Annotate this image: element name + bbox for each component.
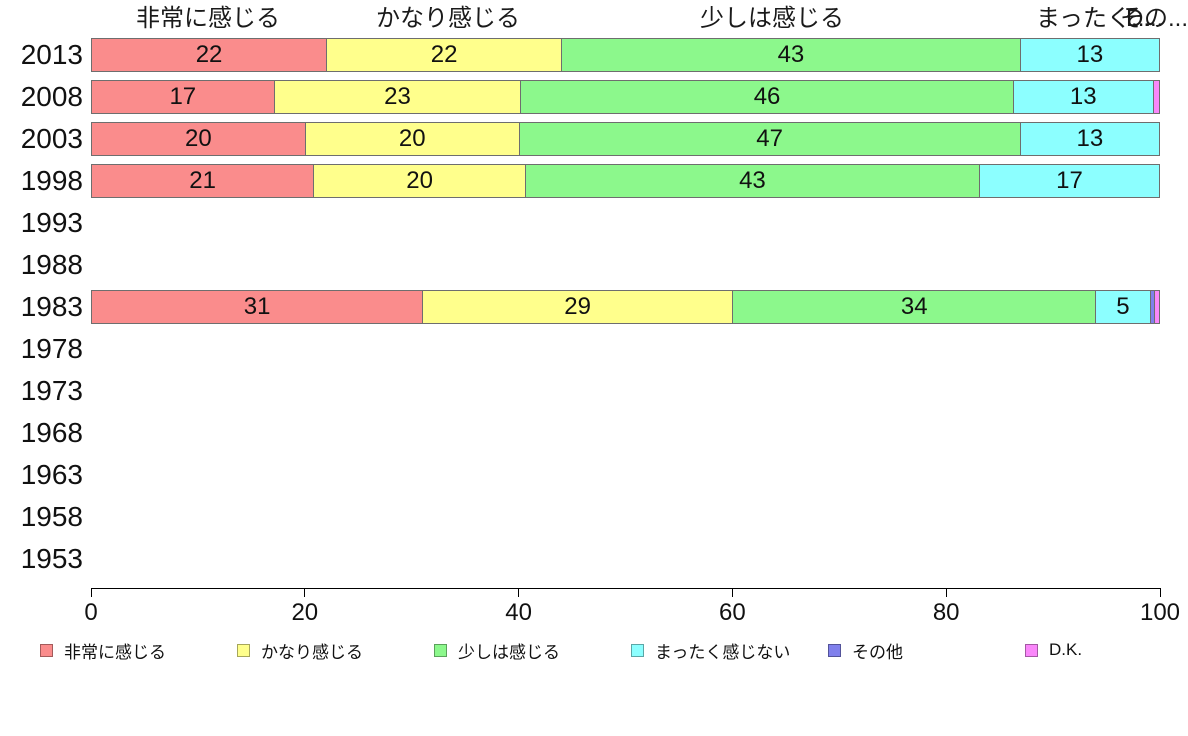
bar-segment[interactable]: [1152, 80, 1161, 114]
year-label: 1998: [20, 165, 83, 196]
legend-item[interactable]: まったく感じない: [631, 638, 828, 663]
bar-row: [91, 412, 1160, 454]
year-axis: 2013 2008 2003 1998 1993 1988 1983 1978 1973 1968…: [0, 34, 83, 580]
legend-item[interactable]: 少しは感じる: [434, 638, 631, 663]
bar-row: [91, 328, 1160, 370]
axis-tick-label: 80: [932, 599, 960, 626]
legend-swatch-icon: [434, 643, 447, 657]
legend-label: まったく感じない: [655, 642, 791, 662]
legend-label: 少しは感じる: [458, 642, 560, 662]
column-header: 非常に感じる: [136, 5, 280, 32]
bar-row: 31 29 34 5: [91, 286, 1161, 328]
stacked-bar: 21 20 43 17: [91, 164, 1160, 198]
bar-segment[interactable]: 13: [1012, 80, 1154, 114]
axis-tick: [518, 588, 520, 597]
bar-segment[interactable]: 22: [326, 38, 563, 72]
bar-row: [91, 454, 1160, 496]
year-label: 1988: [20, 249, 83, 280]
legend-label: 非常に感じる: [64, 642, 166, 662]
axis-tick: [1159, 588, 1161, 597]
bar-segment[interactable]: 29: [422, 290, 734, 324]
x-axis-line: [91, 588, 1161, 589]
bar-row: 20 20 47 13: [91, 118, 1160, 160]
legend-label: かなり感じる: [261, 642, 363, 662]
axis-tick-label: 100: [1139, 599, 1181, 626]
year-label: 1968: [20, 417, 83, 448]
bar-segment[interactable]: 17: [978, 164, 1160, 198]
legend-item[interactable]: その他: [828, 638, 1025, 663]
axis-tick: [945, 588, 947, 597]
stacked-bar: 20 20 47 13: [91, 122, 1160, 156]
legend-swatch-icon: [631, 643, 644, 657]
axis-tick-label: 0: [84, 599, 98, 626]
bar-row: 21 20 43 17: [91, 160, 1160, 202]
bar-segment[interactable]: 22: [91, 38, 328, 72]
bar-segment[interactable]: [1153, 290, 1161, 324]
axis-tick: [304, 588, 306, 597]
bar-segment[interactable]: 20: [91, 122, 306, 156]
legend-swatch-icon: [40, 643, 53, 657]
bar-row: [91, 370, 1160, 412]
stacked-bar: 17 23 46 13: [91, 80, 1161, 114]
bar-segment[interactable]: 13: [1019, 38, 1160, 72]
year-label: 1983: [20, 291, 83, 322]
bar-row: [91, 244, 1160, 286]
x-axis: 0 20 40 60 80 100: [84, 588, 1180, 628]
bar-segment[interactable]: 43: [524, 164, 980, 198]
column-header: 少しは感じる: [700, 5, 844, 32]
year-label: 1963: [20, 459, 83, 490]
year-label: 1993: [20, 207, 83, 238]
stacked-bar: 22 22 43 13: [91, 38, 1160, 72]
plot-area: 22 22 43 13 17 23 46 13 20 20 47 13 21 20 43 17 31 29 34 5: [91, 34, 1161, 580]
bar-segment[interactable]: 31: [91, 290, 424, 324]
bar-row: [91, 538, 1160, 580]
bar-segment[interactable]: 17: [91, 80, 275, 114]
bar-segment[interactable]: 20: [313, 164, 526, 198]
year-label: 1958: [20, 501, 83, 532]
bar-row: [91, 202, 1160, 244]
bar-segment[interactable]: 13: [1019, 122, 1160, 156]
legend: 非常に感じる かなり感じる 少しは感じる まったく感じない その他 D.K.: [40, 637, 1188, 663]
bar-segment[interactable]: 20: [304, 122, 520, 156]
year-label: 2003: [20, 123, 83, 154]
year-label: 2013: [20, 39, 83, 70]
axis-tick-label: 60: [719, 599, 746, 626]
axis-tick-label: 20: [291, 599, 319, 626]
bar-segment[interactable]: 5: [1095, 290, 1151, 324]
bar-segment[interactable]: 47: [518, 122, 1021, 156]
bar-row: [91, 496, 1160, 538]
legend-swatch-icon: [237, 643, 250, 657]
legend-item[interactable]: 非常に感じる: [40, 638, 237, 663]
axis-tick-label: 40: [505, 599, 532, 626]
legend-item[interactable]: D.K.: [1025, 640, 1082, 660]
bar-segment[interactable]: 23: [273, 80, 522, 114]
legend-item[interactable]: かなり感じる: [237, 638, 434, 663]
legend-label: D.K.: [1049, 640, 1083, 659]
axis-tick: [90, 588, 92, 597]
bar-segment[interactable]: 43: [561, 38, 1021, 72]
legend-label: その他: [852, 642, 903, 662]
year-label: 1978: [20, 333, 83, 364]
year-label: 1953: [20, 543, 83, 574]
column-header: まったく...: [1036, 5, 1152, 32]
bar-segment[interactable]: 46: [520, 80, 1014, 114]
column-header: D...: [1126, 5, 1164, 32]
bar-row: 17 23 46 13: [91, 76, 1161, 118]
bar-segment[interactable]: 34: [732, 290, 1097, 324]
year-label: 1973: [20, 375, 83, 406]
column-header: その...: [1120, 5, 1188, 32]
axis-tick: [731, 588, 733, 597]
legend-swatch-icon: [828, 643, 841, 657]
column-headers: 非常に感じる かなり感じる 少しは感じる まったく... その... D...: [0, 5, 1188, 35]
stacked-bar: 31 29 34 5: [91, 290, 1161, 324]
legend-swatch-icon: [1025, 643, 1038, 657]
bar-segment[interactable]: 21: [91, 164, 315, 198]
column-header: かなり感じる: [376, 5, 520, 32]
year-label: 2008: [20, 81, 83, 112]
bar-row: 22 22 43 13: [91, 34, 1160, 76]
